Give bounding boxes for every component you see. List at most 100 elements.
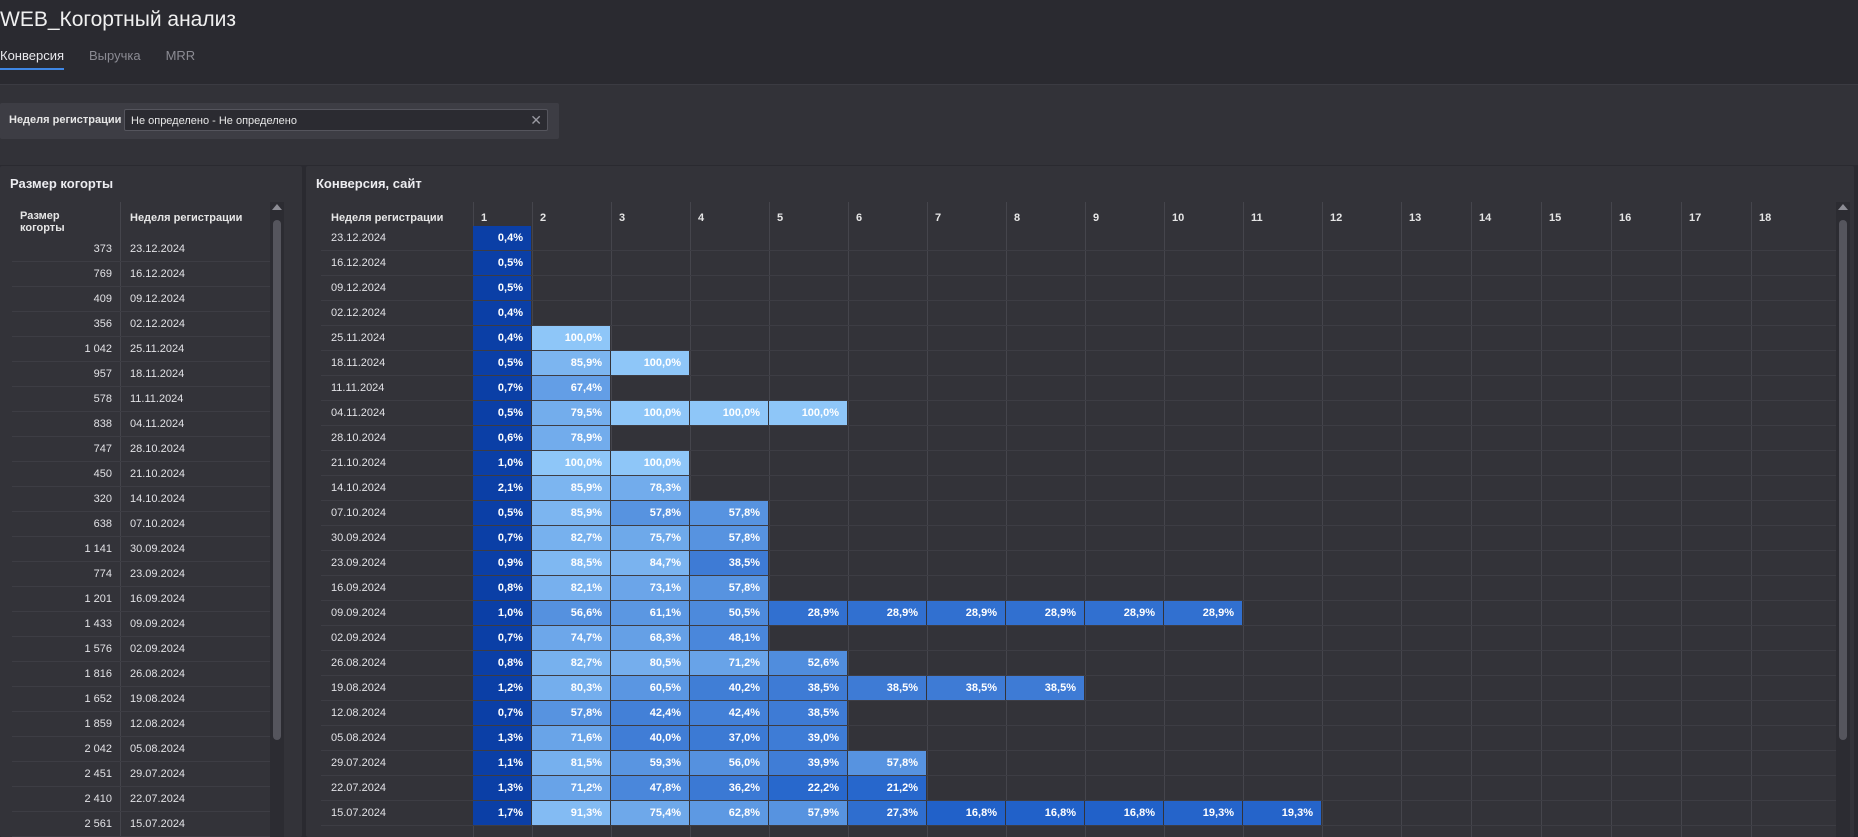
table-row bbox=[12, 287, 270, 312]
heatmap-cell: 85,9% bbox=[532, 351, 610, 375]
heatmap-cell: 38,5% bbox=[1006, 676, 1084, 700]
heatmap-cell: 79,5% bbox=[532, 401, 610, 425]
tab-revenue[interactable]: Выручка bbox=[89, 48, 141, 63]
registration-week-cell: 29.07.2024 bbox=[130, 768, 186, 780]
cohort-size-cell: 2 042 bbox=[84, 743, 112, 755]
registration-week-cell: 23.12.2024 bbox=[331, 232, 387, 244]
cohort-size-cell: 409 bbox=[93, 293, 112, 305]
heatmap-cell: 48,1% bbox=[690, 626, 768, 650]
cohort-size-cell: 1 816 bbox=[84, 668, 112, 680]
table-row bbox=[321, 426, 1836, 451]
close-icon[interactable]: ✕ bbox=[530, 112, 542, 128]
column-divider bbox=[1322, 202, 1323, 837]
table-row bbox=[321, 776, 1836, 801]
page-title: WEB_Когортный анализ bbox=[0, 8, 236, 31]
scrollbar[interactable] bbox=[270, 202, 284, 837]
table-row bbox=[321, 601, 1836, 626]
registration-week-cell: 25.11.2024 bbox=[130, 343, 185, 355]
registration-week-cell: 30.09.2024 bbox=[331, 532, 387, 544]
heatmap-cell: 73,1% bbox=[611, 576, 689, 600]
heatmap-cell: 59,3% bbox=[611, 751, 689, 775]
registration-week-cell: 16.09.2024 bbox=[331, 582, 387, 594]
cohort-size-cell: 356 bbox=[93, 318, 112, 330]
registration-week-cell: 09.09.2024 bbox=[130, 618, 186, 630]
heatmap-cell: 0,7% bbox=[473, 626, 531, 650]
cohort-size-cell: 2 451 bbox=[84, 768, 112, 780]
cohort-size-cell: 838 bbox=[93, 418, 112, 430]
registration-week-cell: 22.07.2024 bbox=[331, 782, 387, 794]
cohort-size-cell: 957 bbox=[93, 368, 112, 380]
scroll-up-arrow[interactable] bbox=[272, 204, 282, 210]
scrollbar-thumb[interactable] bbox=[1839, 220, 1847, 740]
heatmap-cell: 0,5% bbox=[473, 276, 531, 300]
tab-mrr[interactable]: MRR bbox=[165, 48, 196, 63]
heatmap-cell: 81,5% bbox=[532, 751, 610, 775]
heatmap-cell: 80,5% bbox=[611, 651, 689, 675]
table-row bbox=[12, 662, 270, 687]
column-header-period: 16 bbox=[1619, 212, 1632, 224]
heatmap-cell: 1,2% bbox=[473, 676, 531, 700]
heatmap-cell: 56,0% bbox=[690, 751, 768, 775]
registration-week-cell: 02.09.2024 bbox=[331, 632, 387, 644]
cohort-size-table: Размер когорты Неделя регистрации 373 23.12… bbox=[12, 202, 302, 837]
heatmap-cell: 38,5% bbox=[769, 676, 847, 700]
heatmap-cell: 38,5% bbox=[769, 701, 847, 725]
heatmap-cell: 19,3% bbox=[1164, 801, 1242, 825]
heatmap-cell: 0,4% bbox=[473, 301, 531, 325]
registration-week-cell: 16.12.2024 bbox=[331, 257, 387, 269]
heatmap-cell: 42,4% bbox=[611, 701, 689, 725]
heatmap-cell: 68,3% bbox=[611, 626, 689, 650]
heatmap-cell: 75,4% bbox=[611, 801, 689, 825]
column-divider bbox=[120, 202, 121, 837]
table-row bbox=[12, 712, 270, 737]
scrollbar-thumb[interactable] bbox=[273, 220, 281, 740]
registration-week-cell: 04.11.2024 bbox=[331, 407, 386, 419]
table-row bbox=[12, 262, 270, 287]
heatmap-cell: 0,7% bbox=[473, 701, 531, 725]
column-divider bbox=[1751, 202, 1752, 837]
table-row bbox=[321, 526, 1836, 551]
registration-week-cell: 07.10.2024 bbox=[130, 518, 186, 530]
column-header-period: 5 bbox=[777, 212, 784, 224]
registration-week-cell: 23.09.2024 bbox=[130, 568, 186, 580]
table-row bbox=[321, 676, 1836, 701]
heatmap-cell: 28,9% bbox=[848, 601, 926, 625]
filter-registration-week: Неделя регистрации Не определено - Не оп… bbox=[0, 103, 559, 139]
table-row bbox=[12, 612, 270, 637]
heatmap-cell: 1,0% bbox=[473, 451, 531, 475]
tab-conversion[interactable]: Конверсия bbox=[0, 48, 65, 70]
table-row bbox=[321, 351, 1836, 376]
table-row bbox=[321, 301, 1836, 326]
column-header-period: 14 bbox=[1479, 212, 1492, 224]
scrollbar[interactable] bbox=[1836, 202, 1850, 837]
table-row bbox=[12, 362, 270, 387]
column-divider bbox=[1085, 202, 1086, 837]
conversion-panel: Конверсия, сайт Неделя регистрации 1 2 3 4 5 6… bbox=[306, 166, 1854, 837]
heatmap-cell: 16,8% bbox=[1006, 801, 1084, 825]
heatmap-cell: 57,8% bbox=[690, 501, 768, 525]
filter-select[interactable]: Не определено - Не определено ✕ bbox=[124, 109, 548, 131]
cohort-size-cell: 1 859 bbox=[84, 718, 112, 730]
heatmap-cell: 62,8% bbox=[690, 801, 768, 825]
cohort-size-cell: 373 bbox=[93, 243, 112, 255]
heatmap-cell: 0,7% bbox=[473, 376, 531, 400]
filter-label: Неделя регистрации bbox=[9, 114, 122, 126]
registration-week-cell: 09.12.2024 bbox=[331, 282, 387, 294]
registration-week-cell: 02.12.2024 bbox=[331, 307, 387, 319]
cohort-size-cell: 2 410 bbox=[84, 793, 112, 805]
registration-week-cell: 21.10.2024 bbox=[331, 457, 387, 469]
heatmap-cell: 57,8% bbox=[690, 526, 768, 550]
heatmap-cell: 57,9% bbox=[769, 801, 847, 825]
heatmap-cell: 71,2% bbox=[532, 776, 610, 800]
registration-week-cell: 05.08.2024 bbox=[331, 732, 387, 744]
column-divider bbox=[1541, 202, 1542, 837]
scroll-up-arrow[interactable] bbox=[1838, 204, 1848, 210]
heatmap-cell: 71,6% bbox=[532, 726, 610, 750]
heatmap-cell: 1,3% bbox=[473, 776, 531, 800]
heatmap-cell: 0,5% bbox=[473, 401, 531, 425]
heatmap-cell: 0,7% bbox=[473, 526, 531, 550]
heatmap-cell: 16,8% bbox=[1085, 801, 1163, 825]
table-row bbox=[321, 651, 1836, 676]
cohort-size-cell: 1 042 bbox=[84, 343, 112, 355]
conversion-title: Конверсия, сайт bbox=[316, 176, 422, 191]
